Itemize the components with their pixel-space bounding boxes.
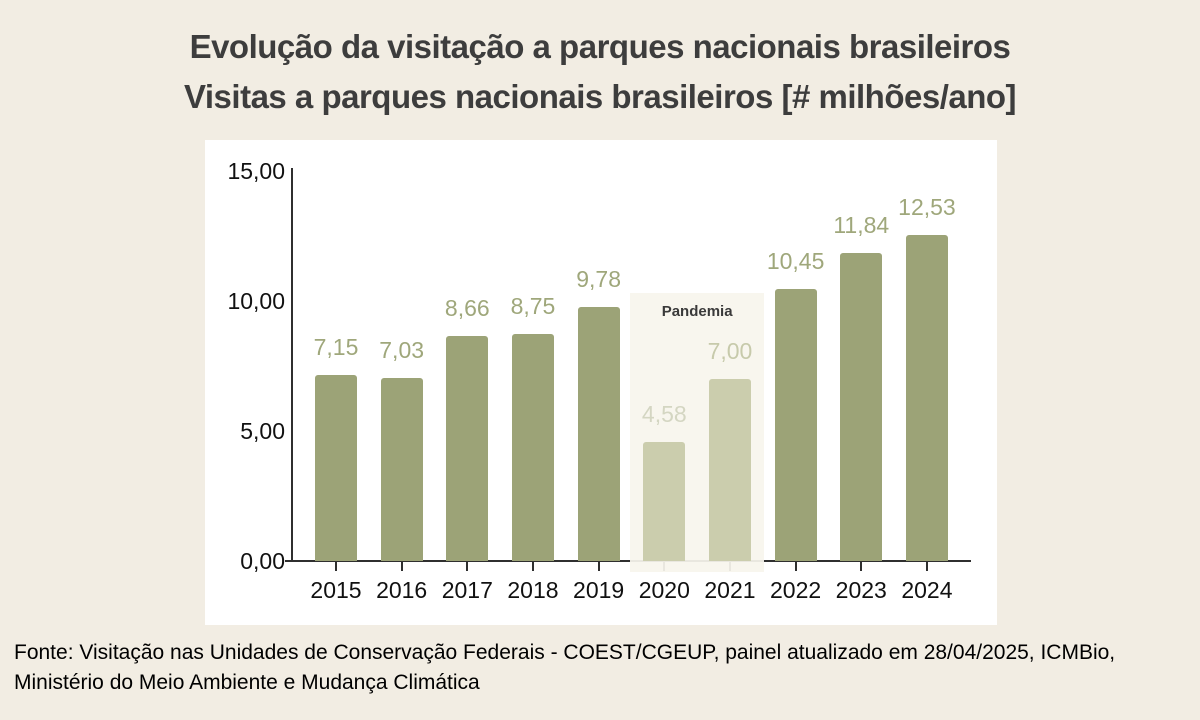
y-tick-label: 10,00 (227, 288, 285, 314)
x-tick-label-2024: 2024 (901, 577, 953, 603)
x-axis-tick (794, 554, 797, 571)
x-tick-label-2020: 2020 (638, 577, 690, 603)
bar-value-label-2022: 10,45 (766, 248, 825, 275)
bar-2016 (380, 378, 423, 561)
bar-2018 (511, 333, 554, 561)
bar-value-label-2024: 12,53 (898, 194, 956, 221)
x-axis-line (285, 560, 971, 562)
y-tick-label: 15,00 (227, 158, 285, 184)
x-axis-tick (466, 554, 469, 571)
bar-2021 (708, 379, 751, 561)
bar-2024 (905, 235, 948, 561)
bar-value-label-2021: 7,00 (707, 338, 753, 364)
pandemic-annotation-label: Pandemia (661, 303, 733, 320)
x-axis-tick (925, 554, 928, 571)
chart-header: Evolução da visitação a parques nacionai… (0, 30, 1200, 113)
x-axis-tick (597, 554, 600, 571)
y-axis-line (291, 168, 293, 561)
x-tick-label-2022: 2022 (770, 577, 822, 603)
bar-2020 (643, 441, 686, 561)
y-tick-label: 0,00 (240, 548, 285, 574)
x-tick-label-2015: 2015 (310, 577, 362, 603)
x-tick-label-2023: 2023 (835, 577, 887, 603)
bar-2017 (446, 335, 489, 561)
x-tick-label-2016: 2016 (376, 577, 428, 603)
x-axis-tick (400, 554, 403, 571)
x-tick-label-2019: 2019 (573, 577, 625, 603)
bar-value-label-2017: 8,66 (444, 294, 490, 321)
x-tick-label-2021: 2021 (704, 577, 756, 603)
page-title: Evolução da visitação a parques nacionai… (189, 28, 1011, 65)
page-subtitle: Visitas a parques nacionais brasileiros … (183, 78, 1017, 115)
x-axis-tick (531, 554, 534, 571)
bar-value-label-2023: 11,84 (833, 212, 890, 239)
x-axis-tick (860, 554, 863, 571)
x-tick-label-2017: 2017 (441, 577, 493, 603)
bar-2015 (315, 375, 357, 561)
y-tick-label: 5,00 (240, 418, 285, 444)
x-axis-tick (335, 554, 337, 571)
bar-value-label-2020: 4,58 (641, 400, 687, 427)
bar-2022 (774, 289, 817, 561)
bar-2019 (577, 306, 620, 561)
source-note: Fonte: Visitação nas Unidades de Conserv… (14, 641, 1116, 694)
bar-value-label-2015: 7,15 (313, 334, 359, 361)
x-tick-label-2018: 2018 (507, 577, 559, 603)
bar-chart-plot-area: 0,00 5,00 10,00 15,00 Pandemia 7,15 2015 7,03 20… (205, 140, 997, 625)
bar-value-label-2018: 8,75 (510, 292, 556, 319)
bar-value-label-2016: 7,03 (379, 337, 425, 364)
chart-panel: 0,00 5,00 10,00 15,00 Pandemia 7,15 2015 7,03 20… (205, 140, 997, 625)
bar-2023 (840, 253, 883, 561)
bar-value-label-2019: 9,78 (576, 265, 621, 292)
